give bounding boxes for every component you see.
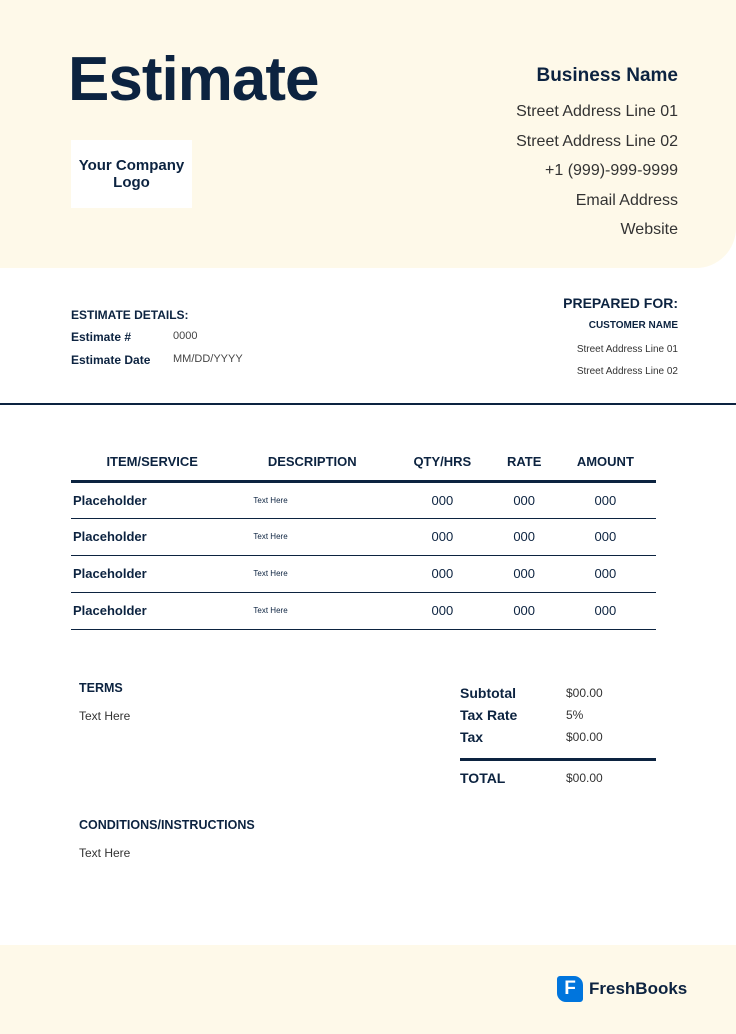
cell-item: Placeholder	[71, 592, 234, 630]
subtotal-value: $00.00	[566, 686, 603, 700]
document-title: Estimate	[68, 45, 319, 114]
company-logo-placeholder: Your Company Logo	[71, 140, 192, 208]
terms-text: Text Here	[79, 709, 131, 723]
estimate-number-label: Estimate #	[71, 330, 132, 344]
cell-description: Text Here	[233, 592, 392, 630]
cell-item: Placeholder	[71, 518, 234, 556]
table-row: Placeholder Text Here 000 000 000	[71, 518, 656, 556]
cell-amount: 000	[554, 555, 656, 593]
cell-rate: 000	[493, 592, 555, 630]
table-row: Placeholder Text Here 000 000 000	[71, 481, 656, 519]
prepared-for-heading: PREPARED FOR:	[563, 295, 678, 311]
header-band	[0, 0, 736, 268]
table-row: Placeholder Text Here 000 000 000	[71, 555, 656, 593]
estimate-date: MM/DD/YYYY	[173, 353, 243, 365]
totals-section: Subtotal $00.00 Tax Rate 5% Tax $00.00 TOTA…	[460, 682, 656, 789]
tax-label: Tax	[460, 729, 484, 745]
conditions-heading: CONDITIONS/INSTRUCTIONS	[79, 818, 255, 832]
conditions-section: CONDITIONS/INSTRUCTIONS Text Here	[79, 818, 255, 860]
business-info: Business Name Street Address Line 01 Str…	[516, 65, 678, 245]
terms-heading: TERMS	[79, 681, 123, 695]
conditions-text: Text Here	[79, 846, 131, 860]
header-rate: RATE	[493, 444, 555, 483]
header-description: DESCRIPTION	[233, 444, 392, 483]
customer-address-1: Street Address Line 01	[576, 344, 678, 355]
cell-item: Placeholder	[71, 481, 234, 519]
cell-qty: 000	[391, 481, 494, 519]
estimate-details: ESTIMATE DETAILS: Estimate # 0000 Estimat…	[71, 308, 243, 376]
header-item: ITEM/SERVICE	[71, 444, 234, 483]
cell-qty: 000	[391, 592, 494, 630]
tax-value: $00.00	[566, 730, 603, 744]
cell-amount: 000	[554, 481, 656, 519]
cell-qty: 000	[391, 518, 494, 556]
freshbooks-wordmark: FreshBooks	[589, 979, 688, 998]
freshbooks-logo: F FreshBooks	[557, 976, 687, 1002]
estimate-number: 0000	[173, 330, 198, 342]
business-phone: +1 (999)-999-9999	[545, 162, 678, 179]
terms-section: TERMS Text Here	[79, 681, 130, 723]
customer-name: CUSTOMER NAME	[588, 320, 678, 331]
cell-description: Text Here	[233, 481, 392, 519]
prepared-for: PREPARED FOR: CUSTOMER NAME Street Addre…	[563, 295, 678, 383]
business-address-1: Street Address Line 01	[516, 103, 678, 120]
cell-rate: 000	[493, 555, 555, 593]
freshbooks-icon: F	[557, 976, 583, 1002]
total-value: $00.00	[566, 771, 603, 785]
business-email: Email Address	[575, 191, 678, 209]
cell-description: Text Here	[233, 555, 392, 593]
total-label: TOTAL	[460, 770, 506, 786]
cell-description: Text Here	[233, 518, 392, 556]
cell-amount: 000	[554, 592, 656, 630]
cell-rate: 000	[493, 518, 555, 556]
estimate-date-label: Estimate Date	[71, 353, 151, 367]
cell-qty: 000	[391, 555, 494, 593]
items-table: ITEM/SERVICE DESCRIPTION QTY/HRS RATE AM…	[71, 444, 656, 630]
divider	[0, 403, 736, 405]
tax-rate-label: Tax Rate	[460, 707, 518, 723]
subtotal-label: Subtotal	[460, 685, 516, 701]
header-amount: AMOUNT	[554, 444, 656, 483]
cell-item: Placeholder	[71, 555, 234, 593]
table-row: Placeholder Text Here 000 000 000	[71, 592, 656, 630]
header-qty: QTY/HRS	[391, 444, 494, 483]
business-name: Business Name	[536, 65, 678, 86]
cell-rate: 000	[493, 481, 555, 519]
customer-address-2: Street Address Line 02	[576, 366, 678, 377]
footer-band	[0, 945, 736, 1034]
tax-rate-value: 5%	[566, 708, 584, 722]
estimate-details-heading: ESTIMATE DETAILS:	[71, 308, 189, 322]
business-website: Website	[620, 221, 678, 238]
business-address-2: Street Address Line 02	[516, 132, 678, 150]
cell-amount: 000	[554, 518, 656, 556]
totals-divider	[460, 758, 656, 761]
